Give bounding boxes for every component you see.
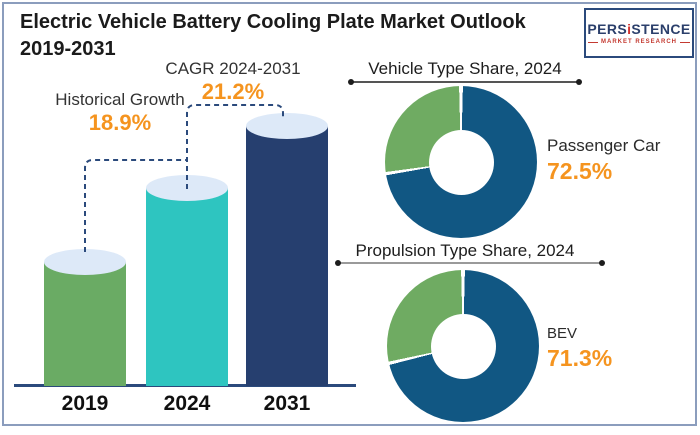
historical-growth-annotation: Historical Growth 18.9% (53, 89, 187, 137)
brand-red-i: i (627, 21, 632, 37)
bar-2031-body (246, 126, 328, 386)
bar-2031-cylinder-top (246, 113, 328, 139)
tagline-right-line (680, 41, 690, 43)
propulsion-type-title: Propulsion Type Share, 2024 (355, 241, 575, 260)
page-title-line1: Electric Vehicle Battery Cooling Plate M… (20, 11, 526, 33)
page-title: Electric Vehicle Battery Cooling Plate M… (20, 9, 575, 63)
vehicle-type-callout: Passenger Car 72.5% (547, 135, 660, 186)
bar-2024-cylinder-top (146, 175, 228, 201)
passenger-car-value: 72.5% (547, 158, 613, 185)
bar-2019: US$ 1Bn (44, 249, 126, 389)
tagline-text: MARKET RESEARCH (600, 39, 677, 45)
propulsion-type-donut (387, 270, 539, 422)
vehicle-type-donut-hole (428, 129, 494, 195)
vehicle-type-title: Vehicle Type Share, 2024 (368, 59, 562, 78)
bev-label: BEV (547, 325, 578, 342)
propulsion-type-rule (335, 260, 605, 266)
vehicle-type-rule (348, 79, 582, 85)
vehicle-type-donut (385, 86, 537, 238)
bar-2024: US$ 3.1Bn (146, 175, 228, 389)
tagline-left-line (587, 41, 598, 43)
brand-tagline: MARKET RESEARCH (587, 39, 690, 45)
page-title-line2: 2019-2031 (20, 38, 116, 60)
bar-2024-body (146, 188, 228, 386)
bar-2019-body (44, 262, 126, 386)
x-tick-2024: 2024 (163, 392, 211, 415)
bev-value: 71.3% (547, 344, 613, 371)
x-tick-2019: 2019 (61, 392, 109, 415)
bar-2019-cylinder-top (44, 249, 126, 275)
brand-wordmark: PERSiSTENCE (587, 21, 691, 37)
brand-logo: PERSiSTENCE MARKET RESEARCH (584, 8, 694, 58)
cagr-value: 21.2% (201, 79, 265, 105)
passenger-car-label: Passenger Car (547, 136, 661, 155)
outer-frame (2, 2, 697, 426)
cagr-label: CAGR 2024-2031 (165, 59, 301, 78)
propulsion-type-callout: BEV 71.3% (547, 324, 612, 372)
bar-2031: US$ 11.9Bn (246, 113, 328, 389)
x-tick-2031: 2031 (263, 392, 311, 415)
historical-growth-label: Historical Growth (55, 90, 185, 109)
historical-growth-value: 18.9% (88, 110, 152, 136)
cagr-annotation: CAGR 2024-2031 21.2% (153, 58, 313, 106)
propulsion-type-donut-hole (430, 313, 496, 379)
